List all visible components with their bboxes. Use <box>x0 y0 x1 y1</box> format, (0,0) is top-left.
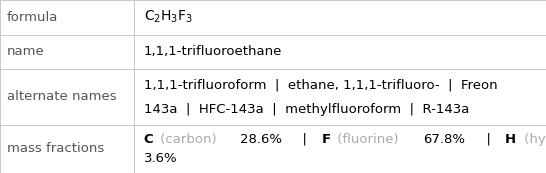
Text: 28.6%: 28.6% <box>240 133 282 146</box>
Text: formula: formula <box>7 11 58 24</box>
Text: $\mathregular{C_2H_3F_3}$: $\mathregular{C_2H_3F_3}$ <box>144 9 193 25</box>
Bar <box>0 0 546 35</box>
Text: (hydrogen): (hydrogen) <box>520 133 546 146</box>
Bar <box>0 69 546 125</box>
Text: H: H <box>505 133 517 146</box>
Text: F: F <box>322 133 331 146</box>
Text: mass fractions: mass fractions <box>7 142 104 155</box>
Text: (carbon): (carbon) <box>156 133 221 146</box>
Text: alternate names: alternate names <box>7 90 116 103</box>
Text: (fluorine): (fluorine) <box>333 133 403 146</box>
Bar <box>0 35 546 69</box>
Text: C: C <box>144 133 153 146</box>
Text: |: | <box>294 133 315 146</box>
Text: 1,1,1-trifluoroform  |  ethane, 1,1,1-trifluoro-  |  Freon: 1,1,1-trifluoroform | ethane, 1,1,1-trif… <box>144 78 497 91</box>
Text: 67.8%: 67.8% <box>424 133 465 146</box>
Text: 143a  |  HFC-143a  |  methylfluoroform  |  R-143a: 143a | HFC-143a | methylfluoroform | R-1… <box>144 103 469 116</box>
Bar <box>0 125 546 173</box>
Text: 3.6%: 3.6% <box>144 152 177 165</box>
Text: |: | <box>478 133 499 146</box>
Text: name: name <box>7 45 44 58</box>
Text: 1,1,1-trifluoroethane: 1,1,1-trifluoroethane <box>144 45 282 58</box>
